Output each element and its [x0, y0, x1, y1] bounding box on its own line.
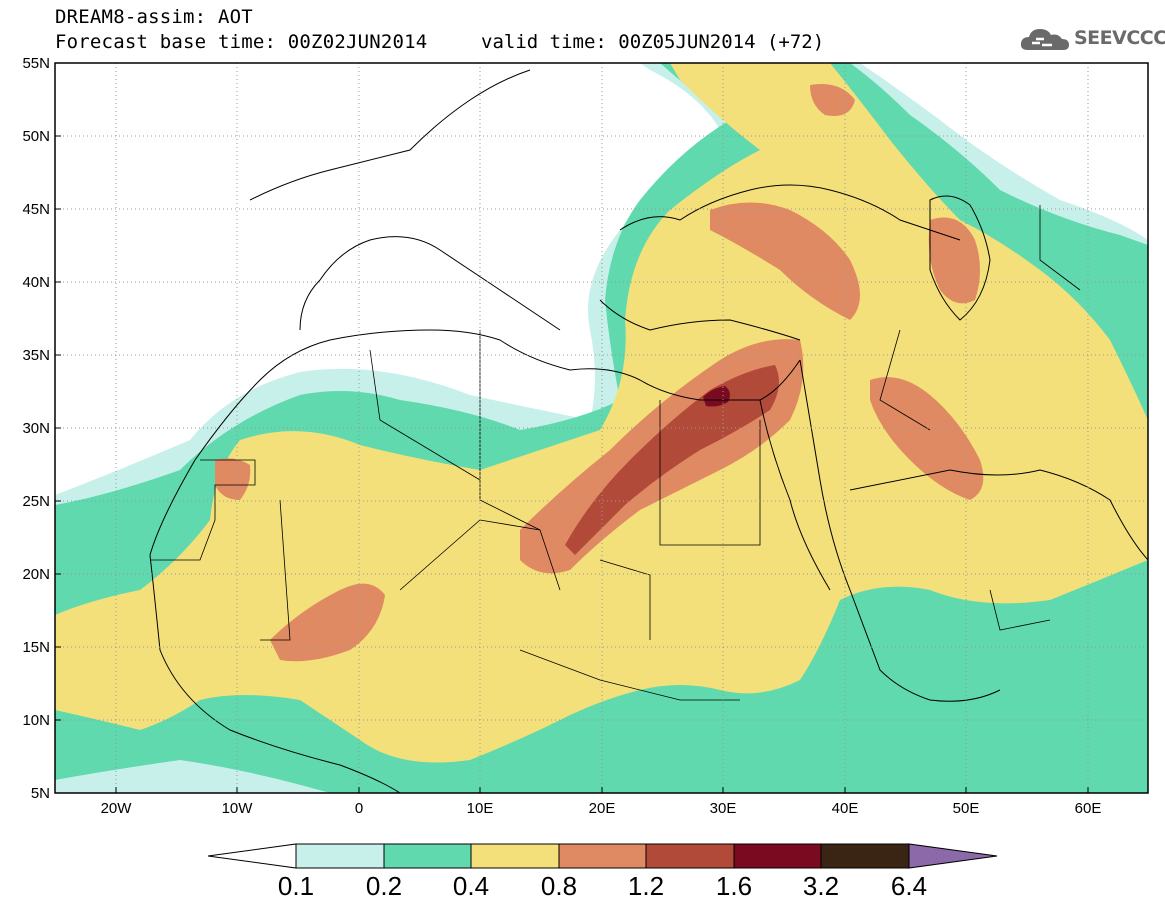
colorbar-label: 1.2: [628, 871, 664, 901]
colorbar-label: 0.4: [453, 871, 489, 901]
colorbar-label: 3.2: [803, 871, 839, 901]
lat-label: 25N: [22, 493, 50, 510]
colorbar-high-arrow: [908, 843, 998, 869]
colorbar-segment: [470, 843, 560, 869]
colorbar-segment: [558, 843, 647, 869]
lon-label: 40E: [832, 800, 859, 817]
lon-label: 10E: [467, 800, 494, 817]
lon-label: 60E: [1075, 800, 1102, 817]
colorbar-label: 0.2: [366, 871, 402, 901]
lon-label: 0: [355, 800, 363, 817]
contour-0-4: [55, 63, 1148, 763]
lon-label: 20E: [589, 800, 616, 817]
cloud-icon: [1020, 29, 1069, 50]
contour-0-8: [710, 202, 860, 320]
contour-0-8: [215, 458, 251, 500]
lat-labels: 55N 50N 45N 40N 35N 30N 25N 20N 15N 10N …: [22, 55, 50, 802]
seevccc-logo: SEEVCCC: [1018, 24, 1165, 56]
coastlines: [149, 69, 1148, 793]
colorbar-label: 0.8: [541, 871, 577, 901]
colorbar-segment: [383, 843, 472, 869]
colorbar-label: 1.6: [716, 871, 752, 901]
valid-time: valid time: 00Z05JUN2014 (+72): [481, 31, 825, 53]
lat-label: 50N: [22, 128, 50, 145]
lat-label: 40N: [22, 274, 50, 291]
contour-0-8: [270, 583, 385, 662]
lon-label: 10W: [222, 800, 254, 817]
lat-label: 45N: [22, 201, 50, 218]
lat-label: 35N: [22, 347, 50, 364]
colorbar-segment: [820, 843, 910, 869]
axis-ticks: [55, 62, 1089, 793]
colorbar-low-arrow: [207, 843, 297, 869]
lat-label: 20N: [22, 566, 50, 583]
lat-label: 10N: [22, 712, 50, 729]
contour-0-8: [870, 377, 984, 500]
lat-label: 5N: [31, 785, 50, 802]
colorbar-segment: [295, 843, 385, 869]
lat-label: 55N: [22, 55, 50, 72]
lon-label: 30E: [710, 800, 737, 817]
colorbar-label: 0.1: [278, 871, 314, 901]
colorbar-label: 6.4: [891, 871, 927, 901]
chart-title: DREAM8-assim: AOT: [55, 6, 253, 28]
forecast-base-time: Forecast base time: 00Z02JUN2014: [55, 31, 428, 53]
contour-0-8: [810, 84, 855, 116]
gridlines: [55, 63, 1148, 793]
colorbar-segment: [733, 843, 822, 869]
borders: [150, 205, 1081, 701]
lon-labels: 20W 10W 0 10E 20E 30E 40E 50E 60E: [101, 800, 1102, 817]
colorbar: 0.1 0.2 0.4 0.8 1.2 1.6 3.2 6.4: [207, 843, 998, 901]
lon-label: 20W: [101, 800, 133, 817]
lat-label: 15N: [22, 639, 50, 656]
lon-label: 50E: [953, 800, 980, 817]
contour-1-2: [565, 365, 779, 555]
colorbar-segment: [645, 843, 735, 869]
logo-text: SEEVCCC: [1074, 27, 1165, 49]
lat-label: 30N: [22, 420, 50, 437]
